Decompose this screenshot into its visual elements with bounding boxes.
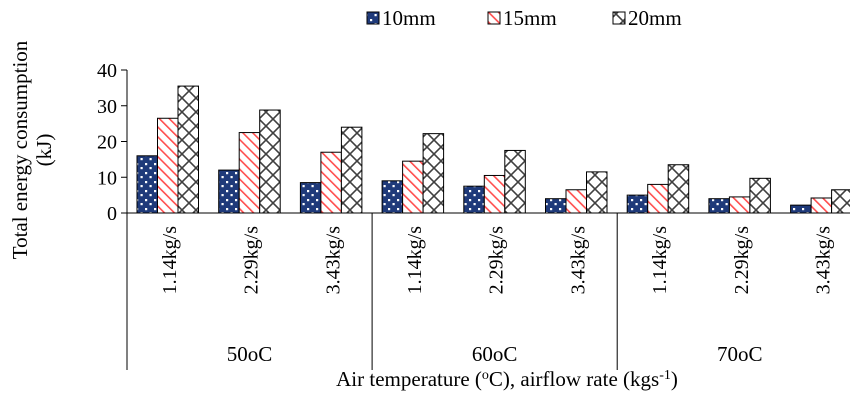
- y-axis-title-line2: (kJ): [32, 134, 56, 167]
- bar-15mm-5: [483, 174, 506, 214]
- bar-10mm-5: [463, 185, 485, 214]
- bar-20mm-9: [831, 189, 850, 214]
- x-group-label: 60oC: [472, 342, 518, 366]
- x-group-label: 50oC: [227, 342, 273, 366]
- x-category-labels: 1.14kg/s 2.29kg/s 3.43kg/s 50oC 1.14kg/s 2.29…: [159, 226, 835, 366]
- x-axis-title-sup1: o: [482, 368, 489, 383]
- x-category-label: 1.14kg/s: [404, 226, 426, 295]
- y-tick-label: 30: [97, 96, 117, 118]
- bar-20mm-3: [340, 126, 363, 214]
- bar-10mm-2: [218, 169, 240, 214]
- bar-15mm-7: [647, 183, 669, 214]
- y-tick-label: 0: [107, 203, 117, 225]
- legend: 10mm 15mm 20mm: [366, 6, 682, 30]
- x-category-label: 2.29kg/s: [486, 226, 508, 295]
- bar-20mm-6: [586, 171, 608, 214]
- x-category-label: 2.29kg/s: [241, 226, 263, 295]
- bar-15mm-1: [157, 117, 179, 214]
- x-category-label: 1.14kg/s: [649, 226, 671, 295]
- bar-15mm-9: [810, 197, 833, 214]
- bar-15mm-8: [728, 196, 751, 214]
- legend-swatch-10mm: [366, 11, 380, 25]
- bar-10mm-6: [545, 198, 567, 214]
- bar-20mm-4: [422, 133, 445, 214]
- bar-10mm-8: [708, 198, 730, 214]
- legend-label-15mm: 15mm: [503, 6, 557, 30]
- bar-10mm-1: [136, 155, 158, 214]
- x-category-label: 3.43kg/s: [322, 226, 344, 295]
- bar-20mm-8: [749, 177, 771, 214]
- y-tick-label: 40: [97, 60, 117, 82]
- legend-swatch-20mm: [612, 11, 626, 25]
- x-category-label: 3.43kg/s: [812, 226, 834, 295]
- bar-10mm-7: [626, 194, 649, 214]
- bar-10mm-4: [381, 180, 404, 214]
- y-tick-label: 20: [97, 132, 117, 154]
- x-category-label: 2.29kg/s: [731, 226, 753, 295]
- legend-swatch-15mm: [487, 11, 501, 25]
- bar-15mm-3: [320, 151, 342, 214]
- x-group-label: 70oC: [717, 342, 763, 366]
- bar-15mm-6: [565, 189, 587, 214]
- x-category-label: 3.43kg/s: [567, 226, 589, 295]
- axes: 0 10 20 30 40: [97, 60, 850, 370]
- bar-20mm-2: [259, 109, 281, 214]
- y-tick-label: 10: [97, 167, 117, 189]
- x-axis-title-part3: ): [671, 367, 678, 391]
- bar-20mm-5: [504, 149, 526, 214]
- bar-10mm-9: [790, 204, 812, 214]
- bar-15mm-4: [402, 160, 424, 214]
- bar-10mm-3: [299, 182, 322, 214]
- legend-label-20mm: 20mm: [628, 6, 682, 30]
- bar-20mm-1: [177, 85, 199, 214]
- x-axis-title-part2: C), airflow rate (kgs: [489, 367, 659, 391]
- y-axis-title-line1: Total energy consumption: [8, 40, 32, 259]
- bar-20mm-7: [667, 164, 690, 214]
- x-axis-title-part1: Air temperature (: [336, 367, 482, 391]
- x-category-label: 1.14kg/s: [159, 226, 181, 295]
- x-axis-title: Air temperature (oC), airflow rate (kgs-…: [336, 367, 678, 391]
- bars: [136, 85, 850, 214]
- bar-15mm-2: [238, 132, 261, 214]
- x-axis-title-sup2: -1: [659, 368, 671, 383]
- legend-label-10mm: 10mm: [382, 6, 436, 30]
